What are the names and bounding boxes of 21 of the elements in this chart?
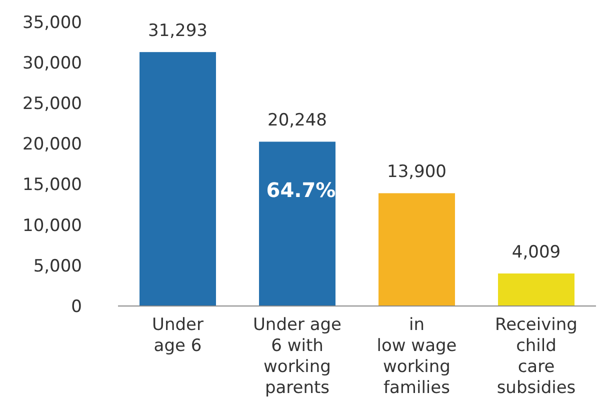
y-tick-label: 30,000 bbox=[22, 54, 82, 74]
bar bbox=[140, 52, 216, 306]
y-tick-label: 5,000 bbox=[33, 256, 82, 276]
y-tick-label: 20,000 bbox=[22, 134, 82, 155]
x-tick-label: Under age 6 with working parents bbox=[252, 315, 342, 398]
bar bbox=[498, 273, 574, 306]
bar bbox=[378, 193, 455, 306]
data-label: 13,900 bbox=[387, 162, 446, 182]
y-tick-label: 0 bbox=[71, 296, 82, 317]
y-tick-label: 15,000 bbox=[22, 175, 82, 196]
data-label: 4,009 bbox=[512, 242, 561, 262]
data-label: 20,248 bbox=[268, 110, 327, 131]
y-tick-label: 10,000 bbox=[22, 216, 82, 236]
y-tick-label: 25,000 bbox=[22, 94, 82, 114]
bar bbox=[259, 142, 336, 306]
x-tick-label: Receiving child care subsidies bbox=[495, 315, 578, 398]
data-label: 31,293 bbox=[148, 21, 208, 42]
x-tick-label: Under age 6 bbox=[152, 315, 204, 356]
x-tick-label: in low wage working families bbox=[376, 315, 457, 398]
annotation: 64.7% bbox=[266, 178, 336, 202]
y-tick-label: 35,000 bbox=[22, 12, 82, 33]
